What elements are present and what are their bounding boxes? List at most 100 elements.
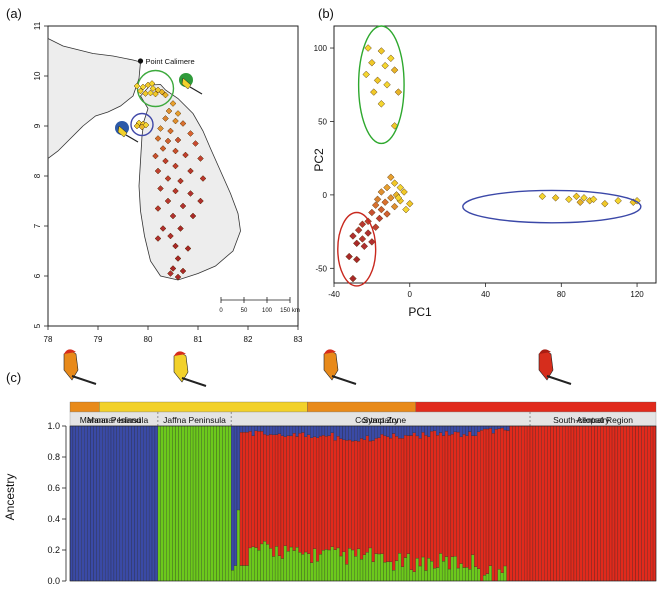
map-sample-point bbox=[172, 187, 179, 195]
ancestry-bar-green bbox=[228, 425, 232, 582]
ancestry-ytick-label: 0.4 bbox=[47, 514, 60, 524]
map-ytick-label: 11 bbox=[33, 21, 42, 30]
ancestry-bar-green bbox=[175, 425, 179, 582]
ancestry-bar-green bbox=[307, 553, 311, 582]
ancestry-bar-red bbox=[579, 425, 583, 582]
map-xtick-label: 82 bbox=[244, 335, 253, 344]
ancestry-bar-blue bbox=[503, 425, 507, 431]
ancestry-bar-red bbox=[251, 435, 255, 547]
map-sample-point bbox=[164, 197, 172, 205]
ancestry-bar-red bbox=[544, 425, 548, 582]
ancestry-bar-green bbox=[269, 548, 273, 582]
pca-sample-point bbox=[377, 205, 386, 214]
map-ytick-label: 8 bbox=[33, 173, 42, 178]
ancestry-bar-red bbox=[439, 432, 443, 554]
ancestry-bar-red bbox=[576, 425, 580, 582]
ancestry-bar-green bbox=[160, 425, 164, 582]
map-sample-point bbox=[152, 152, 159, 160]
ancestry-bar-red bbox=[403, 435, 408, 558]
pca-frame bbox=[333, 25, 657, 284]
ancestry-bar-blue bbox=[456, 425, 460, 433]
ancestry-bar-blue bbox=[81, 425, 85, 582]
ancestry-bar-green bbox=[201, 425, 205, 582]
ancestry-bar-green bbox=[436, 567, 440, 582]
ancestry-bar-red bbox=[248, 431, 252, 549]
ancestry-bar-red bbox=[524, 425, 528, 582]
pca-sample-point bbox=[538, 192, 547, 201]
ancestry-bar-red bbox=[644, 425, 648, 582]
ancestry-bar-red bbox=[480, 430, 484, 582]
ancestry-bar-blue bbox=[119, 425, 123, 582]
ancestry-bar-red bbox=[588, 425, 592, 582]
map-sample-point bbox=[169, 265, 177, 272]
ancestry-bar-green bbox=[430, 561, 434, 582]
ancestry-bar-red bbox=[321, 435, 326, 551]
map-sample-point bbox=[157, 185, 164, 192]
ancestry-bar-red bbox=[447, 435, 452, 570]
ancestry-bar-blue bbox=[257, 425, 261, 432]
ancestry-bar-blue bbox=[289, 425, 293, 437]
woodpecker-orange2-icon bbox=[323, 349, 357, 385]
ancestry-bar-red bbox=[477, 431, 481, 569]
ancestry-bar-blue bbox=[318, 425, 323, 437]
ancestry-bar-blue bbox=[236, 425, 241, 511]
ancestry-bar-red bbox=[556, 425, 560, 582]
pca-panel: -40 0 40 80 120 -50 0 50 100 PC1 PC2 bbox=[312, 25, 657, 319]
pca-sample-point bbox=[375, 214, 384, 223]
pca-sample-point bbox=[390, 122, 399, 130]
ancestry-bar-green bbox=[225, 425, 229, 582]
ancestry-bar-green bbox=[406, 553, 411, 582]
ancestry-bar-red bbox=[562, 425, 566, 582]
pca-ytick-label: 100 bbox=[314, 44, 328, 53]
region-label: Allopatry bbox=[576, 415, 610, 425]
ancestry-bar-red bbox=[295, 436, 299, 548]
ancestry-bar-green bbox=[497, 569, 501, 582]
ancestry-bar-blue bbox=[298, 425, 302, 434]
ancestry-bar-green bbox=[286, 551, 290, 582]
map-sample-point bbox=[162, 91, 169, 99]
ancestry-bar-blue bbox=[280, 425, 285, 436]
ancestry-bar-red bbox=[386, 436, 390, 562]
pca-sample-point bbox=[352, 239, 361, 248]
map-sample-point bbox=[184, 245, 192, 252]
pca-sample-point bbox=[551, 194, 560, 202]
map-sample-point bbox=[157, 125, 164, 132]
ancestry-bar-red bbox=[377, 437, 381, 555]
ancestry-bar-blue bbox=[477, 425, 481, 432]
ancestry-bar-red bbox=[424, 435, 428, 571]
ancestry-bar-blue bbox=[131, 425, 135, 582]
ancestry-bar-blue bbox=[78, 425, 82, 582]
ancestry-bar-red bbox=[497, 428, 501, 570]
pca-sample-point bbox=[390, 66, 399, 74]
ancestry-bar-red bbox=[342, 439, 346, 552]
ancestry-bar-red bbox=[371, 440, 375, 562]
green-bird-badge-icon bbox=[179, 73, 203, 95]
ancestry-bar-blue bbox=[266, 425, 270, 436]
ancestry-bar-green bbox=[374, 553, 378, 582]
ancestry-bar-red bbox=[368, 440, 372, 549]
pca-sample-point bbox=[373, 195, 382, 204]
ancestry-bar-green bbox=[380, 553, 384, 582]
ancestry-ytick-label: 0.0 bbox=[47, 576, 60, 586]
ancestry-bar-blue bbox=[151, 425, 156, 582]
ancestry-bar-green bbox=[313, 548, 317, 582]
map-sample-point bbox=[167, 232, 174, 240]
ancestry-bar-red bbox=[521, 425, 525, 582]
ancestry-bar-red bbox=[570, 425, 575, 582]
pca-sample-point bbox=[402, 205, 410, 214]
ancestry-bar-blue bbox=[239, 425, 243, 433]
region-label: Jaffna Peninsula bbox=[163, 415, 226, 425]
ancestry-bar-blue bbox=[315, 425, 320, 438]
ancestry-bar-blue bbox=[400, 425, 405, 439]
woodpecker-orange-icon bbox=[63, 349, 97, 385]
map-sample-point bbox=[154, 205, 162, 212]
ancestry-bar-blue bbox=[116, 425, 120, 582]
ancestry-bar-blue bbox=[398, 425, 402, 439]
map-sample-point bbox=[158, 88, 166, 96]
pca-sample-point bbox=[589, 195, 598, 204]
pca-cluster-ellipse bbox=[357, 25, 405, 145]
map-sample-point bbox=[199, 175, 207, 182]
ancestry-bar-red bbox=[491, 433, 495, 582]
ancestry-bar-green bbox=[318, 553, 323, 582]
